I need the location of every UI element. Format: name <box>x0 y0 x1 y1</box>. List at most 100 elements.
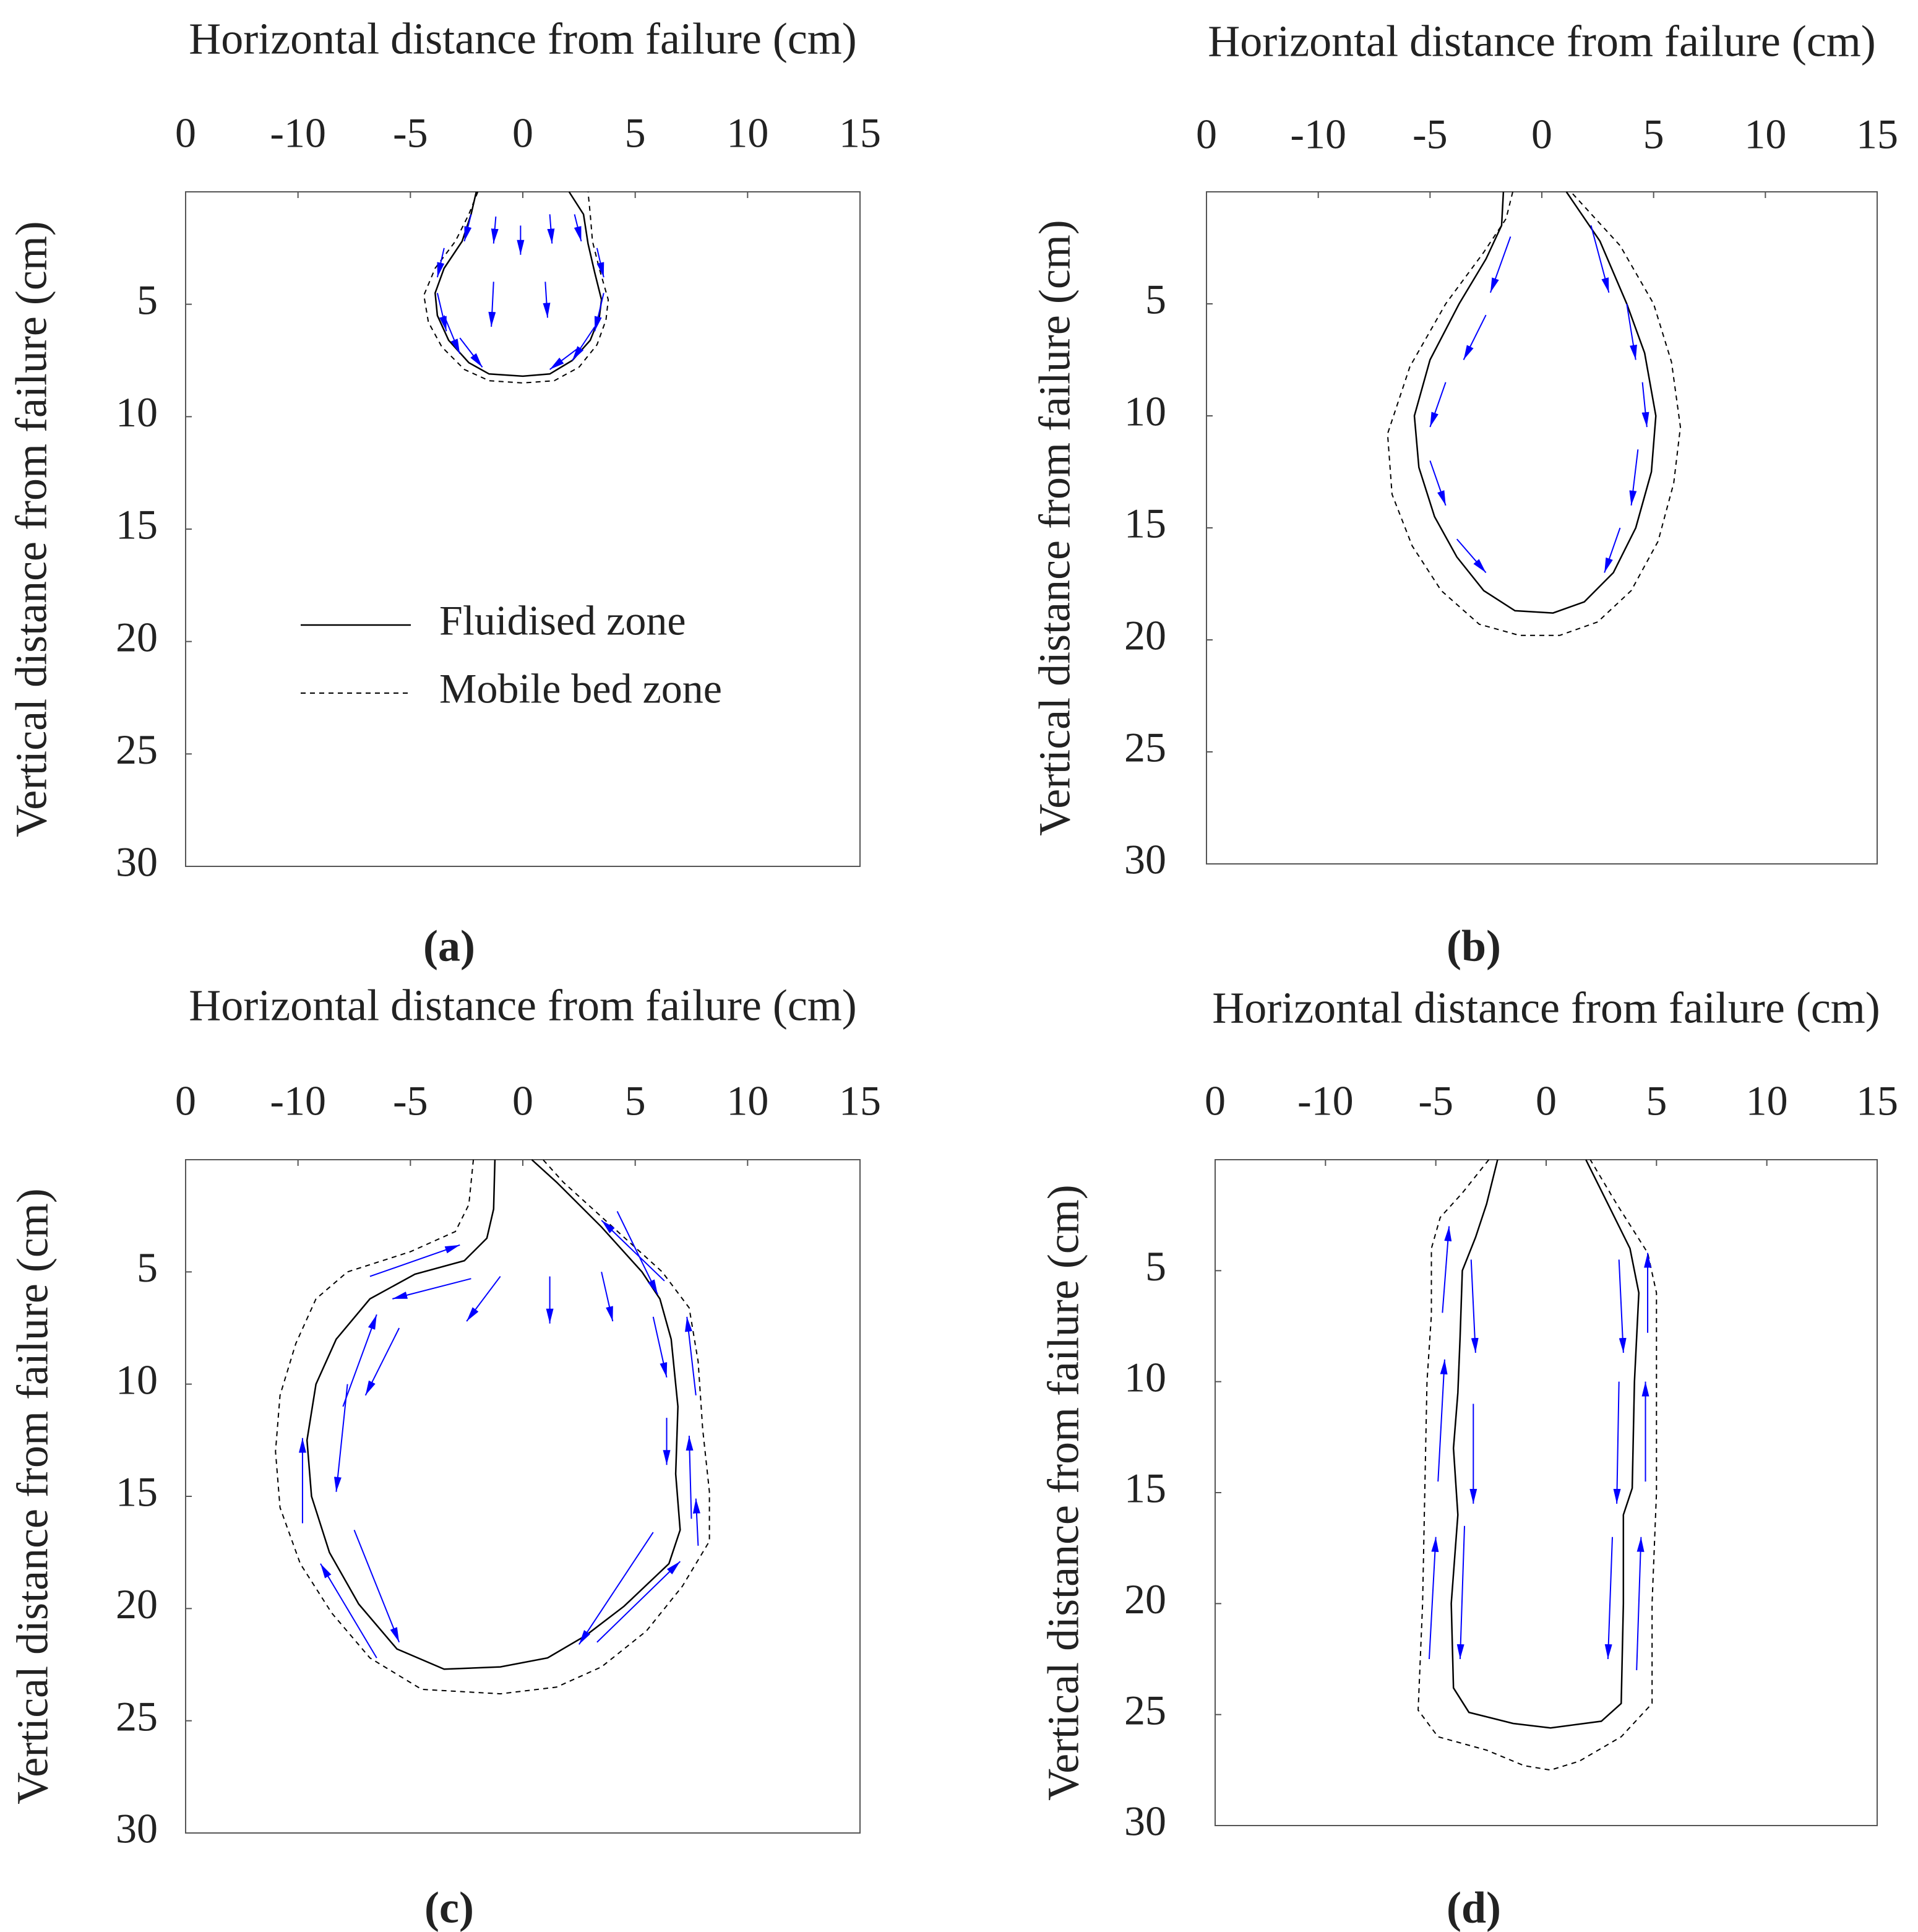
flow-arrow <box>436 248 445 278</box>
x-tick-label: -5 <box>393 1077 428 1124</box>
y-tick-label: 25 <box>1124 1686 1166 1733</box>
flow-arrow <box>574 214 582 242</box>
x-tick-label: 0 <box>1196 111 1217 158</box>
mobile-bed-curve <box>275 1159 710 1695</box>
flow-arrow <box>1626 303 1637 360</box>
flow-arrow <box>369 1244 460 1277</box>
mobile-bed-curve <box>423 191 609 384</box>
x-tick-label: 10 <box>1746 1077 1788 1124</box>
panel-label: (a) <box>423 921 475 971</box>
flow-arrow <box>1489 236 1512 293</box>
flow-arrow <box>342 1314 377 1407</box>
legend-label: Fluidised zone <box>439 597 686 644</box>
fluidised-curve <box>1413 191 1657 614</box>
flow-arrow <box>488 282 496 327</box>
plot-frame <box>185 191 861 867</box>
x-tick-label: 15 <box>1856 111 1898 158</box>
flow-arrow <box>692 1498 700 1546</box>
x-tick-label: 0 <box>512 110 533 157</box>
flow-arrow <box>1613 1381 1621 1504</box>
y-tick-label: 5 <box>137 1244 158 1291</box>
y-tick-label: 20 <box>1124 612 1166 659</box>
y-tick-label: 10 <box>1124 388 1166 435</box>
y-tick-label: 10 <box>116 1356 158 1403</box>
mobile-bed-curve <box>1417 1159 1658 1771</box>
flow-arrow <box>685 1316 697 1395</box>
plot-frame <box>1215 1159 1878 1826</box>
flow-arrow <box>594 293 604 332</box>
x-tick-label: -10 <box>1297 1077 1354 1124</box>
fluidised-curve <box>1450 1159 1640 1729</box>
x-tick-label: 0 <box>1536 1077 1557 1124</box>
plot-frame <box>1206 191 1878 865</box>
flow-arrow <box>333 1384 348 1492</box>
flow-arrow <box>572 326 596 361</box>
flow-arrow <box>1618 1259 1627 1353</box>
x-tick-label: -5 <box>393 110 428 157</box>
y-tick-label: 30 <box>1124 1798 1166 1845</box>
flow-arrow <box>547 214 555 244</box>
flow-arrow <box>443 315 461 354</box>
plot-frame <box>185 1159 861 1834</box>
y-tick-label: 25 <box>116 726 158 773</box>
fluidised-curve <box>306 1159 681 1670</box>
x-tick-label: 0 <box>1205 1077 1226 1124</box>
y-tick-label: 20 <box>1124 1576 1166 1623</box>
y-tick-label: 30 <box>116 1805 158 1852</box>
x-tick-label: 0 <box>1531 111 1552 158</box>
flow-arrow <box>686 1436 694 1519</box>
flow-arrow <box>353 1530 400 1643</box>
x-tick-label: -10 <box>1290 111 1346 158</box>
flow-arrow <box>463 214 472 242</box>
x-axis-title: Horizontal distance from failure (cm) <box>1212 983 1880 1033</box>
flow-arrow <box>1604 1537 1613 1660</box>
flow-arrow <box>1629 449 1639 506</box>
y-axis-title: Vertical distance from failure (cm) <box>1039 1184 1088 1801</box>
flow-arrow <box>596 248 604 278</box>
y-tick-label: 15 <box>1124 500 1166 547</box>
y-tick-label: 25 <box>116 1693 158 1740</box>
x-axis-title: Horizontal distance from failure (cm) <box>189 981 857 1030</box>
y-tick-label: 30 <box>116 839 158 886</box>
x-tick-label: 10 <box>726 1077 768 1124</box>
x-tick-label: 5 <box>625 1077 646 1124</box>
flow-arrow <box>364 1327 400 1396</box>
flow-arrow <box>1428 1537 1439 1660</box>
y-tick-label: 10 <box>1124 1353 1166 1400</box>
x-tick-label: 0 <box>175 1077 196 1124</box>
flow-arrow <box>1429 382 1447 428</box>
x-tick-label: 10 <box>726 110 768 157</box>
y-axis-title: Vertical distance from failure (cm) <box>7 221 56 837</box>
flow-arrow <box>459 337 483 368</box>
flow-arrow <box>601 1272 614 1322</box>
panel-label: (b) <box>1447 921 1501 971</box>
flow-arrow <box>596 1561 681 1643</box>
y-axis-title: Vertical distance from failure (cm) <box>8 1188 58 1805</box>
y-tick-label: 5 <box>137 276 158 323</box>
flow-arrow <box>1636 1537 1645 1670</box>
flow-arrow <box>1463 314 1487 360</box>
flow-arrow <box>1604 527 1621 573</box>
y-tick-label: 10 <box>116 389 158 436</box>
flow-arrow <box>1437 1359 1448 1482</box>
x-tick-label: 5 <box>1646 1077 1667 1124</box>
flow-arrow <box>1470 1259 1479 1353</box>
flow-arrow <box>491 216 499 244</box>
fluidised-curve <box>434 191 603 377</box>
flow-arrow <box>543 282 551 318</box>
flow-arrow <box>578 1532 654 1645</box>
flow-arrow <box>601 1220 665 1282</box>
flow-arrow <box>1456 1525 1466 1660</box>
y-tick-label: 15 <box>1124 1465 1166 1512</box>
flow-arrow <box>392 1278 471 1300</box>
flow-arrow <box>652 1316 668 1378</box>
flow-arrow <box>1456 538 1487 574</box>
x-tick-label: 15 <box>1856 1077 1898 1124</box>
y-tick-label: 15 <box>116 501 158 548</box>
flow-arrow <box>1590 225 1610 293</box>
x-tick-label: -5 <box>1418 1077 1453 1124</box>
flow-arrow <box>549 348 577 370</box>
y-tick-label: 20 <box>116 613 158 660</box>
